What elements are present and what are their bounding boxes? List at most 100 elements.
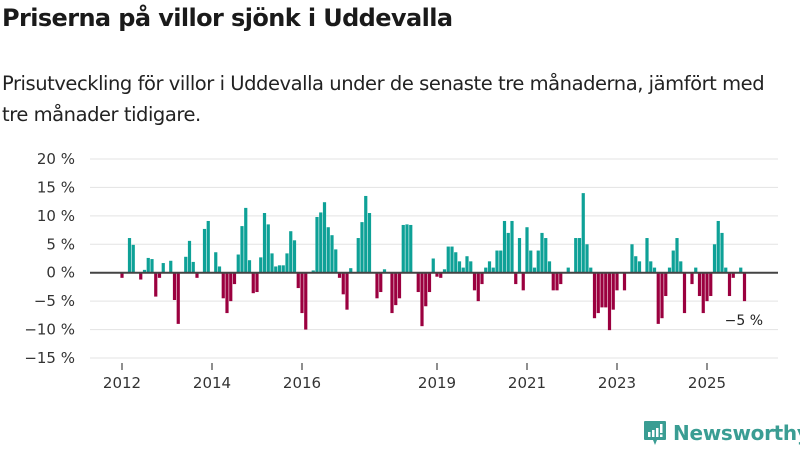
bar <box>585 244 589 273</box>
bar <box>315 216 319 273</box>
bar <box>349 268 353 273</box>
bar <box>491 267 495 273</box>
bar <box>240 226 244 273</box>
bar <box>724 267 728 273</box>
bar <box>172 272 177 301</box>
bar <box>382 269 387 273</box>
bar <box>416 272 420 293</box>
bar <box>120 272 124 278</box>
bar <box>251 272 255 294</box>
bar <box>600 272 604 308</box>
bar <box>581 193 585 273</box>
bar <box>596 272 600 314</box>
bar <box>664 272 668 297</box>
bar <box>424 272 428 307</box>
bar <box>521 272 525 291</box>
bar <box>709 272 713 297</box>
y-tick-label: −5 % <box>34 292 75 310</box>
bar <box>566 267 570 273</box>
bar <box>169 260 173 273</box>
bar <box>536 250 540 273</box>
bar <box>296 272 300 289</box>
x-tick-label: 2012 <box>103 374 141 392</box>
bar <box>311 270 315 273</box>
bar <box>439 272 443 278</box>
bar <box>484 267 488 273</box>
bar-chart-speech-bubble-icon <box>644 421 666 445</box>
bar <box>461 267 465 273</box>
bar <box>300 272 304 314</box>
bar <box>731 272 735 278</box>
y-tick-label: 20 % <box>37 150 75 168</box>
bar <box>367 213 372 273</box>
bar <box>675 238 679 273</box>
newsworthy-logo: Newsworthy <box>643 419 800 447</box>
bar <box>195 272 199 278</box>
bar <box>157 272 162 278</box>
bar <box>127 238 132 273</box>
bar <box>502 220 507 273</box>
bar <box>225 272 229 314</box>
bar <box>517 238 522 273</box>
bar <box>409 224 413 273</box>
bar <box>150 259 154 273</box>
annotations: −5 % <box>725 313 763 329</box>
bar <box>465 256 469 273</box>
bar <box>337 272 342 278</box>
bar <box>690 272 694 285</box>
bar <box>529 250 533 273</box>
bar <box>450 246 454 273</box>
bar <box>671 250 675 273</box>
bar <box>720 232 724 273</box>
bar <box>649 261 653 273</box>
x-tick-label: 2019 <box>418 374 456 392</box>
y-tick-label: 0 % <box>46 264 75 282</box>
bar <box>592 272 597 319</box>
bar <box>607 272 612 331</box>
bar <box>375 272 379 299</box>
bar <box>341 272 345 295</box>
bar <box>247 260 252 273</box>
bar <box>232 272 237 285</box>
bar <box>401 224 405 273</box>
bar <box>217 266 222 273</box>
bar <box>476 272 480 302</box>
bar <box>142 269 147 273</box>
bar <box>577 238 582 273</box>
bar <box>206 220 210 273</box>
bar <box>540 232 544 273</box>
bars <box>120 193 747 331</box>
y-tick-label: 15 % <box>37 178 75 196</box>
bar <box>270 253 274 273</box>
bar <box>394 272 398 306</box>
bar <box>330 235 334 273</box>
bar <box>622 272 627 291</box>
bar <box>131 244 135 273</box>
bar <box>379 272 383 293</box>
bar <box>285 253 289 273</box>
bar <box>322 202 327 273</box>
bar <box>266 224 270 273</box>
bar <box>604 272 608 308</box>
bar <box>510 220 514 273</box>
bar <box>727 272 732 297</box>
bar <box>525 227 529 273</box>
bar <box>637 261 642 273</box>
bar <box>431 258 435 273</box>
bar <box>187 240 192 273</box>
bar <box>716 220 720 273</box>
bar <box>547 261 552 273</box>
bar <box>277 265 282 273</box>
bar <box>292 240 297 273</box>
bar <box>360 222 364 273</box>
bar <box>236 254 240 273</box>
x-tick-label: 2021 <box>508 374 546 392</box>
bar <box>435 272 439 277</box>
bar <box>259 257 263 273</box>
logo-text: Newsworthy <box>673 421 800 445</box>
bar <box>191 261 195 273</box>
bar <box>712 244 717 273</box>
x-tick-label: 2023 <box>598 374 636 392</box>
bar <box>499 250 503 273</box>
